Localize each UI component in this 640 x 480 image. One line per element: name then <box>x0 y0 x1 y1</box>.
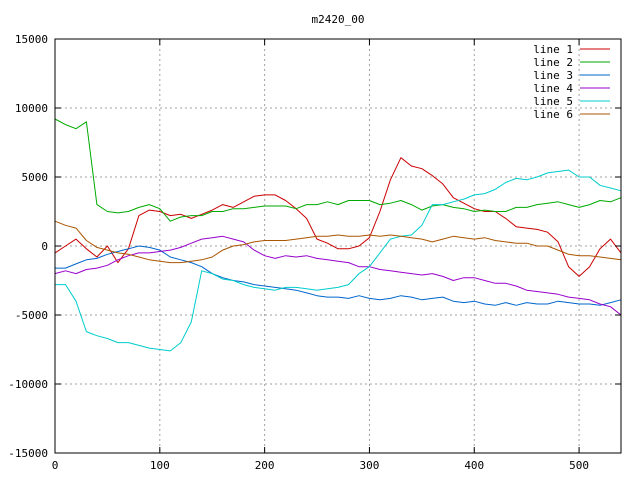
legend-label: line 1 <box>533 43 573 56</box>
y-tick-label: 5000 <box>22 171 49 184</box>
series-line-6 <box>54 220 622 264</box>
y-tick-label: -5000 <box>15 309 48 322</box>
series-line-4 <box>54 235 622 316</box>
grid <box>55 39 621 453</box>
x-tick-label: 500 <box>569 459 589 472</box>
x-tick-label: 100 <box>150 459 170 472</box>
legend-label: line 4 <box>533 82 573 95</box>
y-tick-label: 10000 <box>15 102 48 115</box>
y-tick-label: 0 <box>41 240 48 253</box>
series-line-2 <box>54 118 622 222</box>
legend-label: line 5 <box>533 95 573 108</box>
chart-title: m2420_00 <box>312 13 365 26</box>
plot-series <box>54 118 622 352</box>
y-tick-label: -15000 <box>8 447 48 460</box>
x-tick-label: 0 <box>52 459 59 472</box>
legend-label: line 6 <box>533 108 573 121</box>
series-line-5 <box>55 169 622 352</box>
x-tick-label: 400 <box>464 459 484 472</box>
legend-label: line 3 <box>533 69 573 82</box>
x-tick-label: 200 <box>255 459 275 472</box>
legend-label: line 2 <box>533 56 573 69</box>
axis-ticks: 0 100 200 300 400 500 -15000 -10000 -5000 0 5000 10… <box>8 33 621 472</box>
series-line-3 <box>55 245 622 306</box>
y-tick-label: 15000 <box>15 33 48 46</box>
x-tick-label: 300 <box>360 459 380 472</box>
series-line-1 <box>54 157 622 277</box>
y-tick-label: -10000 <box>8 378 48 391</box>
